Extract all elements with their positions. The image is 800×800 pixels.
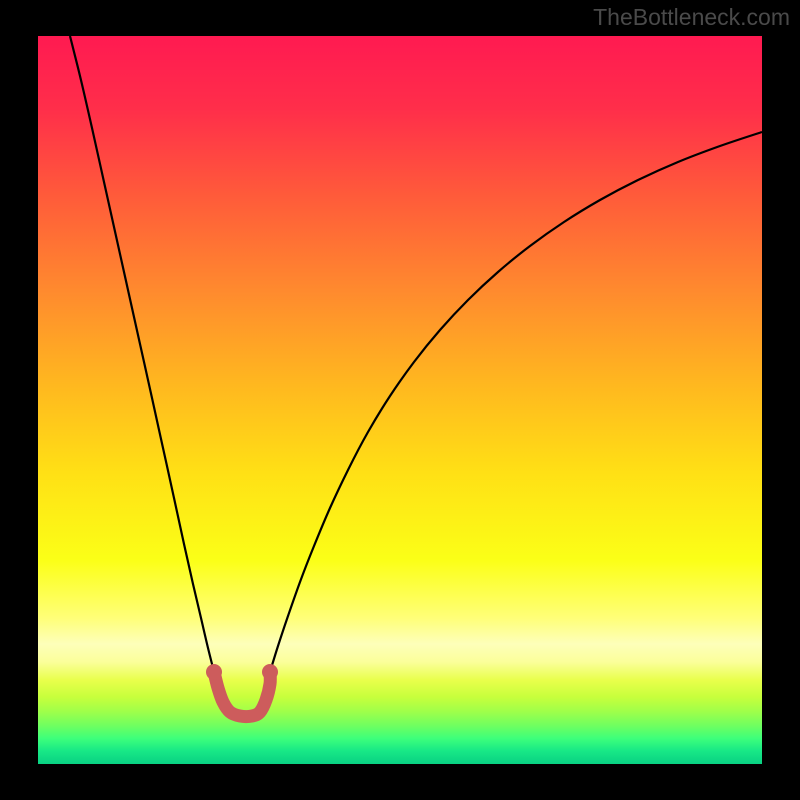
chart-svg: [0, 0, 800, 800]
watermark-text: TheBottleneck.com: [593, 4, 790, 31]
trough-dot-left: [206, 664, 222, 680]
chart-stage: TheBottleneck.com: [0, 0, 800, 800]
trough-dot-right: [262, 664, 278, 680]
